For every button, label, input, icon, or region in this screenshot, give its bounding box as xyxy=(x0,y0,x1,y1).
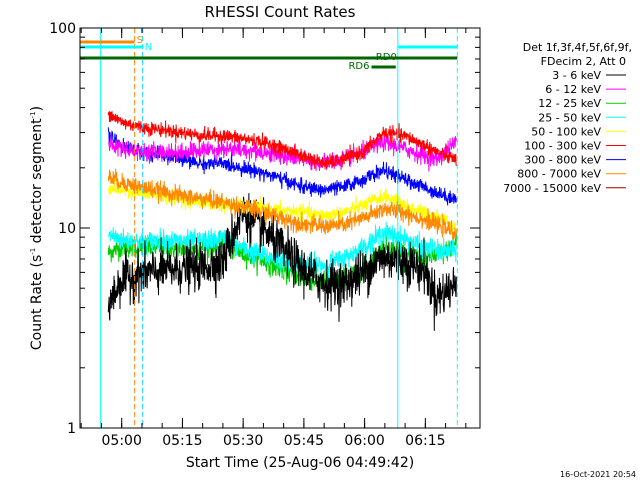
state-bar-label-0: S xyxy=(137,35,143,46)
series-line-3 xyxy=(107,221,457,281)
legend-label-4: 50 - 100 keV xyxy=(531,125,601,138)
axes: 1 10 100 05:00 05:15 05:30 05:45 06:00 06:15 xyxy=(49,21,481,449)
state-bar-label-1: N xyxy=(145,42,152,53)
y-axis-label-sup2: -1 xyxy=(29,111,37,118)
y-axis-label-part2: detector segment xyxy=(29,118,45,248)
legend-label-0: 3 - 6 keV xyxy=(552,69,601,82)
legend-label-8: 7000 - 15000 keV xyxy=(503,182,601,195)
y-tick-label-1: 10 xyxy=(58,221,76,237)
y-tick-label-2: 100 xyxy=(49,21,76,37)
state-bar-label-3: RD0 xyxy=(376,52,397,63)
x-tick-label-0: 05:00 xyxy=(102,433,142,449)
y-axis-label-sup1: -1 xyxy=(29,248,37,255)
x-tick-label-1: 05:15 xyxy=(162,433,202,449)
y-axis-label-part1: Count Rate (s xyxy=(29,255,45,350)
legend-header-line1: Det 1f,3f,4f,5f,6f,9f, xyxy=(523,41,632,54)
chart-title: RHESSI Count Rates xyxy=(205,3,356,21)
legend-label-2: 12 - 25 keV xyxy=(538,97,601,110)
legend: Det 1f,3f,4f,5f,6f,9f, FDecim 2, Att 0 3… xyxy=(503,41,632,195)
legend-label-1: 6 - 12 keV xyxy=(545,83,601,96)
series-line-7 xyxy=(107,168,457,240)
y-axis-label-part3: ) xyxy=(29,106,45,111)
x-tick-label-3: 05:45 xyxy=(284,433,324,449)
timestamp-label: 16-Oct-2021 20:54 xyxy=(560,470,636,479)
legend-label-7: 800 - 7000 keV xyxy=(517,168,601,181)
x-tick-label-4: 06:00 xyxy=(344,433,384,449)
x-tick-label-2: 05:30 xyxy=(223,433,263,449)
legend-label-5: 100 - 300 keV xyxy=(524,140,601,153)
plot-area: SN RD0 RD6 xyxy=(80,28,458,428)
state-bar-label-4: RD6 xyxy=(348,61,369,72)
y-axis-label: Count Rate (s-1 detector segment-1) xyxy=(29,106,45,350)
y-tick-label-0: 1 xyxy=(67,421,76,437)
x-axis-label: Start Time (25-Aug-06 04:49:42) xyxy=(186,455,414,471)
legend-label-3: 25 - 50 keV xyxy=(538,111,601,124)
series-line-5 xyxy=(107,111,457,170)
series-line-1 xyxy=(108,132,457,172)
plot-frame xyxy=(79,27,481,429)
x-tick-label-5: 06:15 xyxy=(405,433,445,449)
legend-header-line2: FDecim 2, Att 0 xyxy=(541,55,626,68)
legend-label-6: 300 - 800 keV xyxy=(524,154,601,167)
series-line-0 xyxy=(107,193,457,331)
